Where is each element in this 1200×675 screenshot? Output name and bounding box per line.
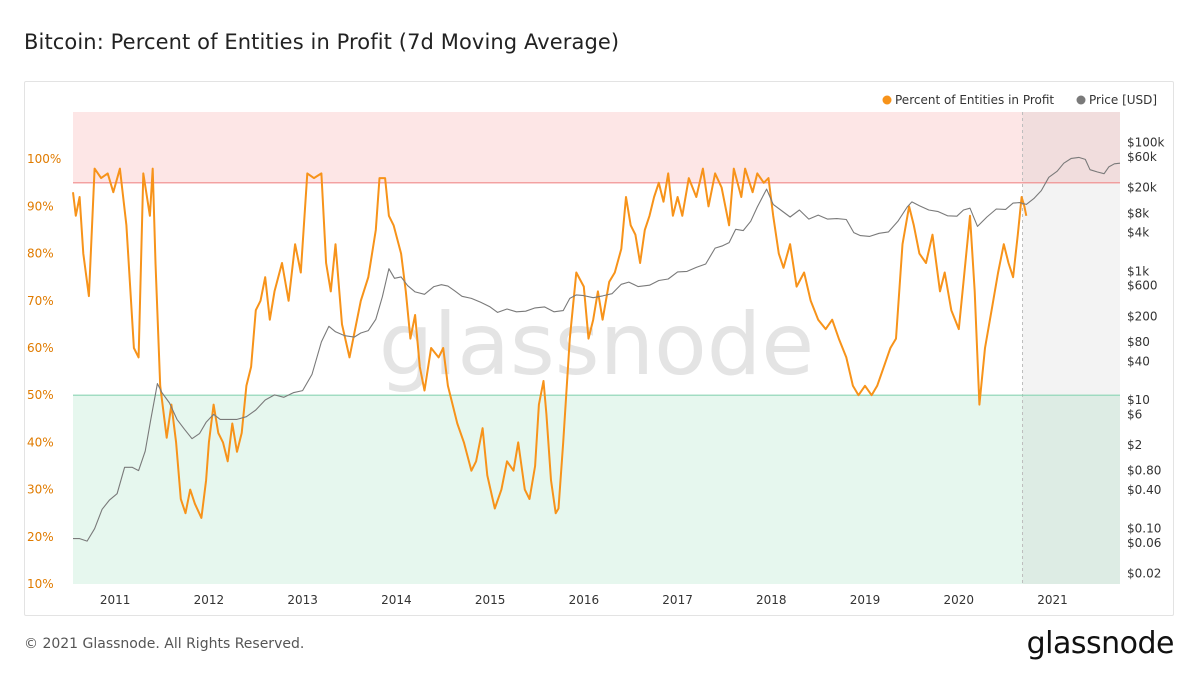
y-left-tick-label: 80% bbox=[27, 247, 54, 261]
y-right-tick-label: $600 bbox=[1127, 279, 1158, 293]
y-right-tick-label: $40 bbox=[1127, 354, 1150, 368]
chart-panel: glassnode 10% 20% 30% 40% 50% 60% 70% 80% 90% 100%… bbox=[24, 81, 1174, 616]
profit-series-line bbox=[72, 167, 1028, 519]
y-left-tick-label: 10% bbox=[27, 577, 54, 591]
x-tick-label: 2020 bbox=[944, 593, 975, 607]
y-right-tick-label: $8k bbox=[1127, 206, 1149, 220]
y-left-tick-label: 90% bbox=[27, 199, 54, 213]
x-tick-label: 2018 bbox=[756, 593, 787, 607]
y-right-tick-label: $0.80 bbox=[1127, 464, 1161, 478]
y-right-tick-label: $80 bbox=[1127, 335, 1150, 349]
x-tick-label: 2017 bbox=[662, 593, 693, 607]
x-tick-label: 2015 bbox=[475, 593, 506, 607]
y-left-tick-label: 60% bbox=[27, 341, 54, 355]
y-right-tick-label: $100k bbox=[1127, 136, 1165, 150]
chart-svg: glassnode 10% 20% 30% 40% 50% 60% 70% 80% 90% 100%… bbox=[27, 93, 1165, 607]
upper-zone bbox=[73, 112, 1120, 183]
legend-marker-0 bbox=[882, 95, 892, 105]
glassnode-logo: glassnode bbox=[1026, 626, 1175, 661]
price-series-line bbox=[73, 156, 1121, 542]
y-right-tick-label: $2 bbox=[1127, 438, 1142, 452]
watermark-text: glassnode bbox=[379, 295, 814, 395]
y-right-tick-label: $10 bbox=[1127, 393, 1150, 407]
y-right-tick-label: $0.10 bbox=[1127, 522, 1161, 536]
y-left-tick-label: 70% bbox=[27, 294, 54, 308]
y-left-tick-label: 20% bbox=[27, 530, 54, 544]
recent-period-shade bbox=[1022, 112, 1120, 584]
x-tick-label: 2016 bbox=[569, 593, 600, 607]
y-left-tick-label: 30% bbox=[27, 483, 54, 497]
y-right-tick-label: $60k bbox=[1127, 150, 1157, 164]
y-left-tick-label: 40% bbox=[27, 435, 54, 449]
x-tick-label: 2021 bbox=[1037, 593, 1068, 607]
y-right-tick-label: $6 bbox=[1127, 407, 1142, 421]
y-right-tick-label: $0.06 bbox=[1127, 536, 1161, 550]
x-tick-label: 2012 bbox=[194, 593, 225, 607]
y-right-tick-label: $200 bbox=[1127, 309, 1158, 323]
y-right-tick-label: $0.40 bbox=[1127, 483, 1161, 497]
lower-zone bbox=[73, 395, 1120, 584]
chart-title: Bitcoin: Percent of Entities in Profit (… bbox=[24, 30, 620, 54]
y-right-tick-label: $0.02 bbox=[1127, 567, 1161, 581]
copyright-notice: © 2021 Glassnode. All Rights Reserved. bbox=[24, 636, 305, 652]
y-right-tick-label: $20k bbox=[1127, 181, 1157, 195]
legend-marker-1 bbox=[1076, 95, 1086, 105]
y-right-tick-label: $1k bbox=[1127, 264, 1149, 278]
x-tick-label: 2011 bbox=[100, 593, 131, 607]
y-left-tick-label: 50% bbox=[27, 388, 54, 402]
legend-label-0: Percent of Entities in Profit bbox=[895, 93, 1054, 107]
y-left-tick-label: 100% bbox=[27, 152, 61, 166]
legend-label-1: Price [USD] bbox=[1089, 93, 1157, 107]
y-right-tick-label: $4k bbox=[1127, 226, 1149, 240]
x-tick-label: 2019 bbox=[850, 593, 881, 607]
x-tick-label: 2014 bbox=[381, 593, 412, 607]
x-tick-label: 2013 bbox=[287, 593, 318, 607]
